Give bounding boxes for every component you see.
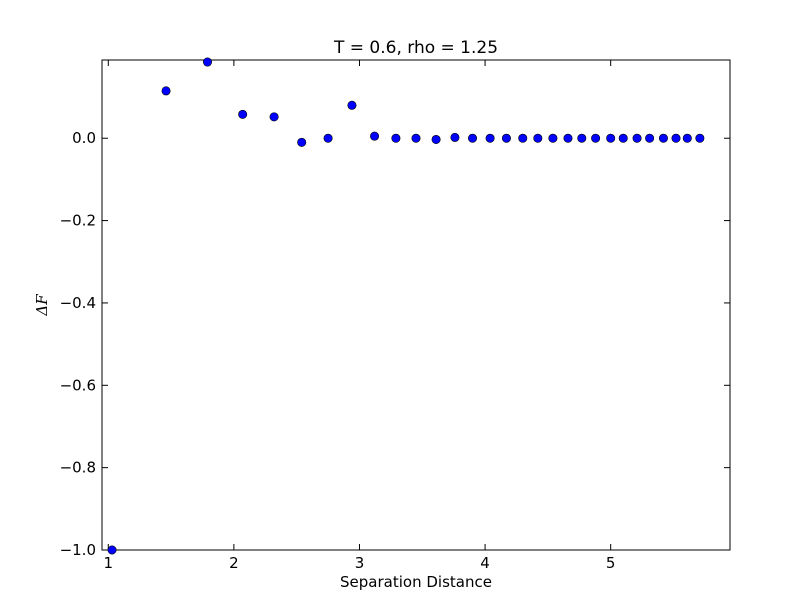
data-point	[577, 133, 587, 143]
data-point	[645, 133, 655, 143]
data-point	[548, 133, 558, 143]
x-tick-label: 2	[229, 554, 239, 572]
data-point	[591, 133, 601, 143]
data-point	[563, 133, 573, 143]
x-tick-label: 1	[104, 554, 114, 572]
x-tick-label: 4	[480, 554, 490, 572]
data-point	[161, 86, 171, 96]
chart-title: T = 0.6, rho = 1.25	[333, 38, 498, 58]
y-axis: 0.0 −0.2 −0.4 −0.6 −0.8 −1.0	[60, 129, 730, 559]
data-point	[203, 57, 213, 67]
x-tick-label: 5	[606, 554, 616, 572]
data-point	[533, 133, 543, 143]
y-tick-label: 0.0	[72, 129, 96, 147]
data-point	[391, 133, 401, 143]
data-point	[682, 133, 692, 143]
data-point	[671, 133, 681, 143]
data-point	[468, 133, 478, 143]
plot-frame	[101, 59, 731, 551]
data-point	[370, 131, 380, 141]
y-tick-label: −0.4	[60, 294, 96, 312]
y-axis-label: ΔF	[33, 294, 51, 317]
data-point	[518, 133, 528, 143]
data-point	[238, 109, 248, 119]
data-point	[347, 100, 357, 110]
y-tick-label: −1.0	[60, 541, 96, 559]
y-tick-label: −0.2	[60, 212, 96, 230]
data-point	[501, 133, 511, 143]
y-tick-label: −0.6	[60, 376, 96, 394]
x-tick-label: 3	[355, 554, 365, 572]
data-point	[450, 132, 460, 142]
data-point	[695, 133, 705, 143]
data-points	[107, 57, 705, 555]
data-point	[297, 137, 307, 147]
data-point	[411, 133, 421, 143]
data-point	[632, 133, 642, 143]
x-axis-label: Separation Distance	[340, 573, 492, 591]
data-point	[431, 134, 441, 144]
data-point	[618, 133, 628, 143]
data-point	[107, 545, 117, 555]
y-tick-label: −0.8	[60, 459, 96, 477]
x-axis: 1 2 3 4 5	[104, 60, 616, 572]
data-point	[269, 112, 279, 122]
data-point	[323, 133, 333, 143]
data-point	[658, 133, 668, 143]
data-point	[485, 133, 495, 143]
data-point	[606, 133, 616, 143]
